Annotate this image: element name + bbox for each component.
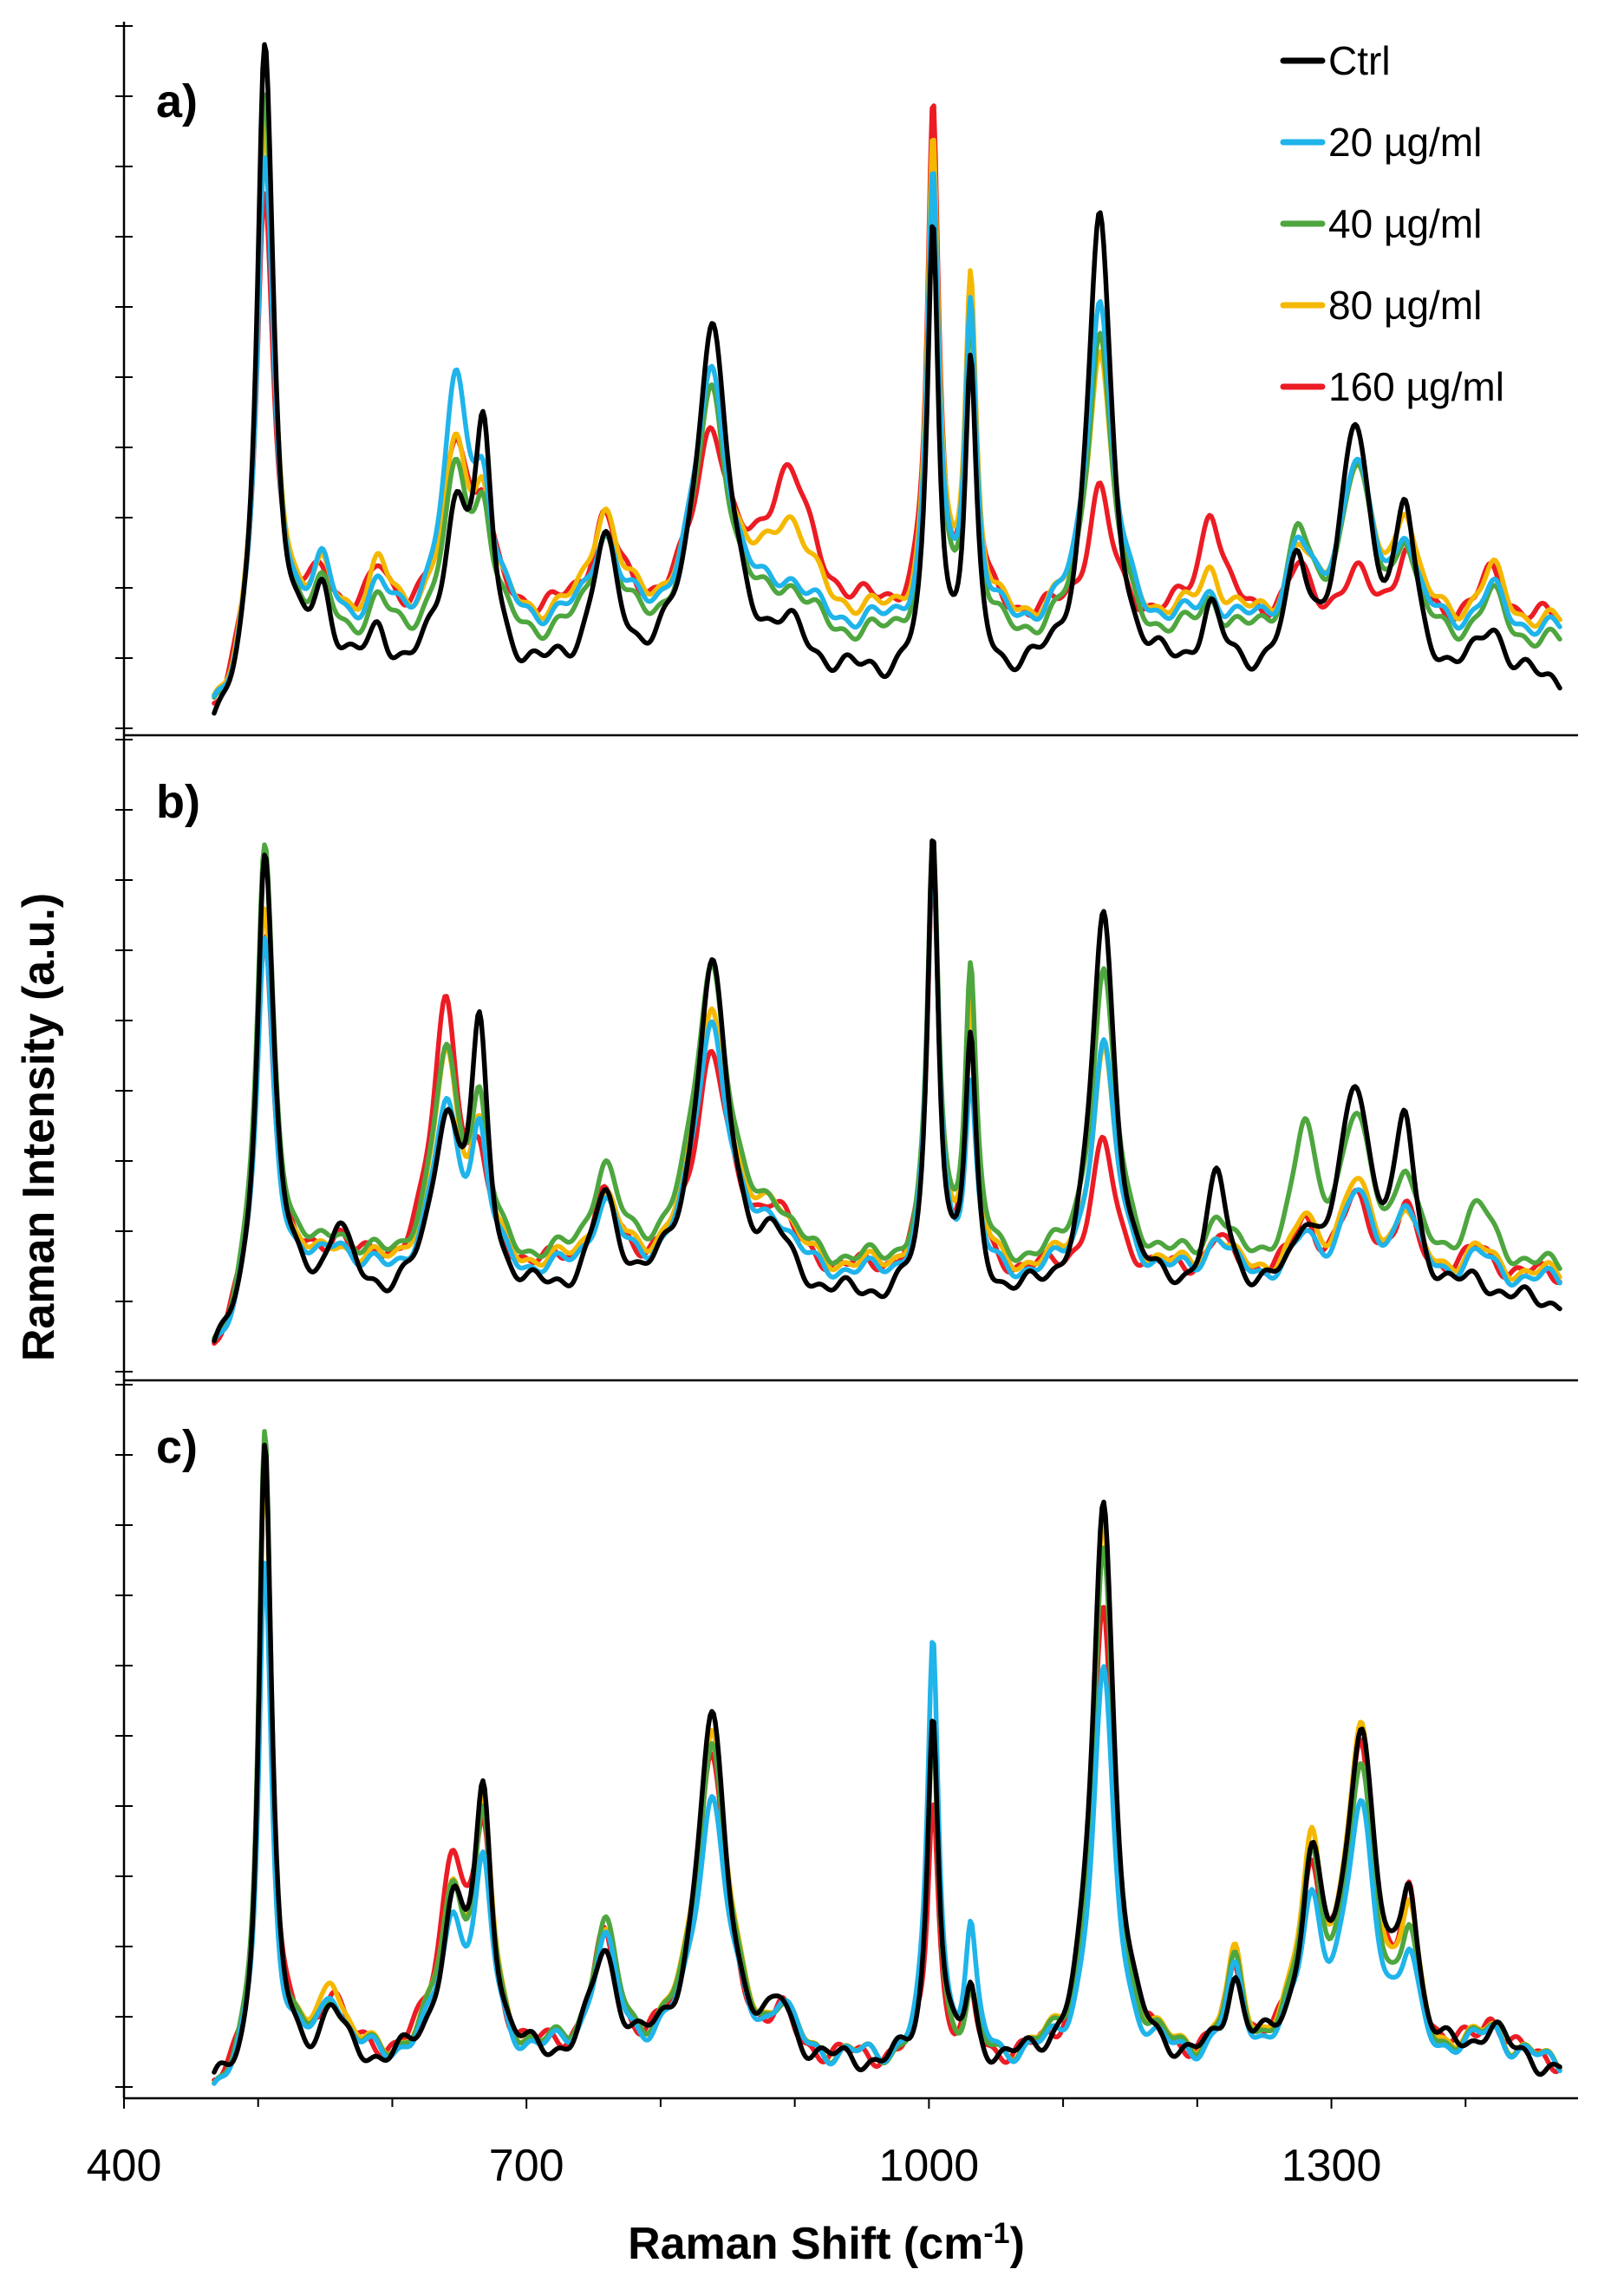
x-tick-label: 1000 <box>879 2141 980 2191</box>
legend-label: 20 µg/ml <box>1328 120 1482 165</box>
legend-item: 80 µg/ml <box>1280 283 1482 328</box>
panel-b: b) <box>115 739 1578 1382</box>
series-line-ctrl-panel-1 <box>212 42 1562 716</box>
legend-item: 160 µg/ml <box>1280 364 1504 409</box>
legend-label: 160 µg/ml <box>1328 364 1504 409</box>
legend-item: 20 µg/ml <box>1280 120 1482 165</box>
x-axis-title-end: ) <box>1010 2219 1025 2269</box>
legend-item: 40 µg/ml <box>1280 201 1482 246</box>
legend: Ctrl 20 µg/ml 40 µg/ml 80 µg/ml 160 µg/ml <box>1280 38 1504 409</box>
panel-label: c) <box>156 1421 198 1473</box>
panel-label: a) <box>156 75 198 127</box>
x-axis: 400 700 1000 1300 <box>87 2098 1467 2191</box>
legend-label: 80 µg/ml <box>1328 283 1482 328</box>
y-axis-title: Raman Intensity (a.u.) <box>14 893 64 1361</box>
legend-item: Ctrl <box>1280 38 1391 83</box>
panel-label: b) <box>156 776 200 828</box>
x-axis-title-main: Raman Shift (cm <box>628 2219 983 2269</box>
series-line-ctrl-panel-2 <box>212 838 1562 1344</box>
panel-a: a) <box>115 25 1578 737</box>
panel-c: c) <box>115 1384 1578 2100</box>
series-line-ctrl-panel-3 <box>212 1442 1562 2077</box>
x-tick-label: 1300 <box>1282 2141 1382 2191</box>
x-axis-title-superscript: -1 <box>983 2217 1009 2250</box>
x-axis-title: Raman Shift (cm-1) <box>628 2217 1025 2269</box>
x-tick-label: 400 <box>87 2141 162 2191</box>
series-line-160-g-ml-panel-3 <box>212 1443 1562 2083</box>
x-tick-label: 700 <box>489 2141 564 2191</box>
series-line-20-g-ml-panel-2 <box>212 854 1562 1343</box>
legend-label: Ctrl <box>1328 38 1391 83</box>
plot-area: a) b) c) <box>115 22 1578 2100</box>
legend-label: 40 µg/ml <box>1328 201 1482 246</box>
